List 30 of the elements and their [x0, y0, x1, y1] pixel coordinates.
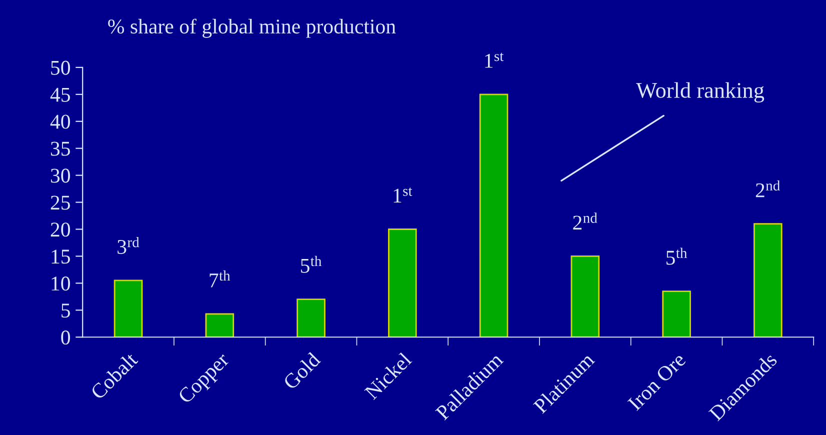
y-tick-label: 25 [50, 196, 70, 210]
y-tick-label: 20 [50, 222, 70, 237]
x-tick-label: Iron Ore [627, 352, 686, 412]
bar [662, 290, 691, 338]
bar [754, 223, 782, 338]
y-tick-label: 50 [51, 60, 70, 75]
bar [205, 313, 234, 338]
annotation: 2$^{nd}$ [756, 180, 780, 198]
bar [114, 280, 143, 338]
annotation: World ranking [636, 82, 764, 102]
annotation: 5$^{th}$ [301, 256, 322, 273]
bar [388, 228, 417, 338]
bar [296, 298, 326, 338]
annotation: 1$^{st}$ [394, 188, 412, 202]
annotation: 5$^{th}$ [666, 248, 688, 265]
y-tick-label: 15 [52, 250, 70, 264]
annotation: 1$^{st}$ [485, 52, 504, 68]
annotation: 2$^{nd}$ [573, 212, 598, 230]
y-tick-label: 10 [52, 276, 70, 291]
bar [570, 256, 600, 338]
annotation: 7$^{th}$ [210, 270, 230, 288]
annotation: 3$^{rd}$ [118, 236, 140, 254]
y-tick-label: 5 [62, 304, 70, 318]
chart-title: % share of global mine production [108, 18, 396, 38]
y-tick-label: 30 [50, 168, 70, 183]
y-tick-label: 0 [61, 330, 70, 345]
y-tick-label: 40 [50, 114, 70, 129]
y-tick-label: 45 [50, 88, 70, 102]
y-tick-label: 35 [50, 142, 70, 156]
bar [479, 94, 508, 338]
